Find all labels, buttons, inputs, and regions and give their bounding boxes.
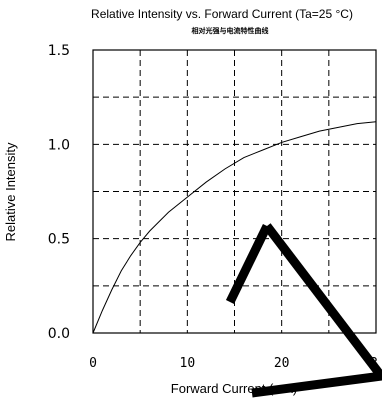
y-tick-label: 0.5	[48, 232, 70, 248]
plot-frame	[92, 49, 377, 334]
x-tick-label: 20	[274, 356, 290, 371]
watermark-stroke-right	[263, 223, 382, 380]
y-tick-label: 0.0	[48, 326, 70, 342]
chart-title: Relative Intensity vs. Forward Current (…	[91, 7, 353, 21]
y-axis-label: Relative Intensity	[3, 142, 18, 241]
series-line	[92, 121, 377, 334]
chart-subtitle: 相对光强与电流特性曲线	[192, 26, 269, 35]
x-tick-labels: 0 10 20 3	[89, 356, 378, 371]
y-tick-label: 1.5	[48, 43, 70, 59]
watermark-stroke-left	[225, 224, 272, 304]
y-tick-labels: 0.0 0.5 1.0 1.5	[48, 43, 70, 342]
y-tick-label: 1.0	[48, 137, 70, 153]
x-tick-label: 10	[180, 356, 196, 371]
watermark-stroke-bottom	[251, 371, 382, 398]
x-tick-label: 0	[89, 356, 97, 371]
